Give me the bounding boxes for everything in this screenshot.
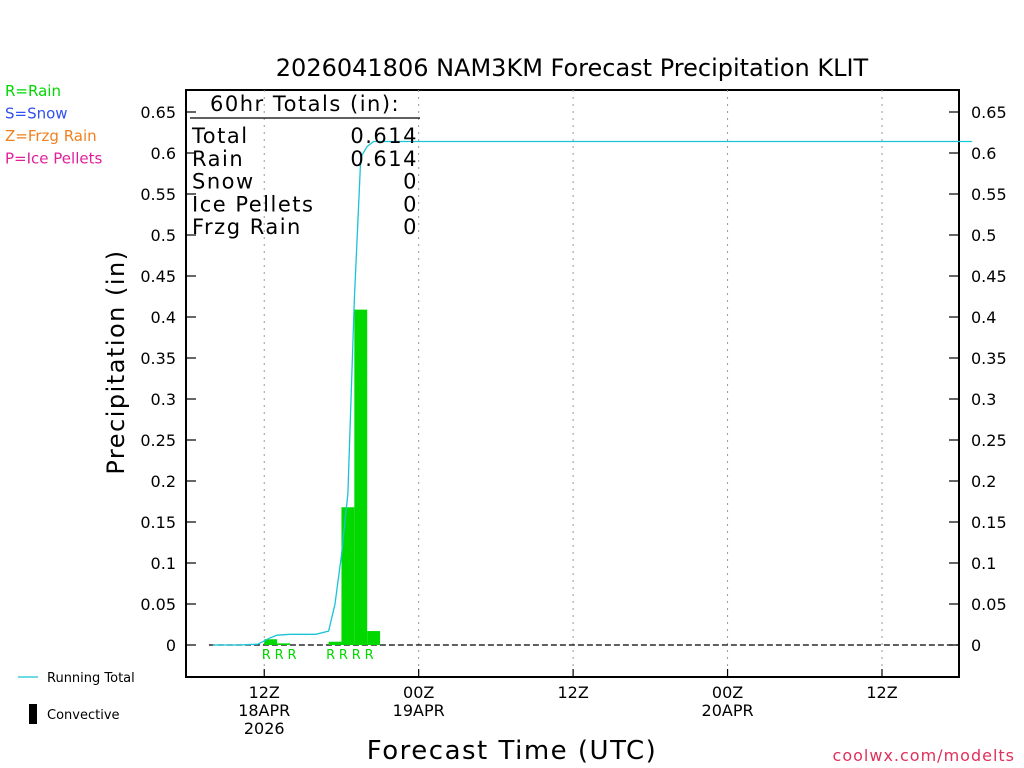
x-tick-label: 12Z [866,683,897,702]
totals-row-value: 0 [403,170,418,194]
y-tick-label: 0.55 [140,185,176,204]
plot-frame [185,89,960,678]
y-tick-label: 0.4 [151,308,176,327]
y-axis-label: Precipitation (in) [102,249,130,474]
totals-box: 60hr Totals (in): Total 0.614 Rain 0.614 Sno… [190,92,420,239]
y-tick-label: 0.4 [971,308,996,327]
ptype-mark: R [339,648,348,663]
y-tick-label: 0.45 [971,267,1007,286]
ptype-mark: R [326,648,335,663]
precip-bar [264,639,278,645]
y-tick-label: 0.15 [971,513,1007,532]
y-tick-label: 0 [971,636,981,655]
totals-row-label: Ice Pellets [192,192,314,216]
y-axis-right: 0 0.05 0.1 0.15 0.2 0.25 0.3 0.35 0.4 0.45 0.5 0.55… [949,103,1007,655]
watermark: coolwx.com/modelts [833,746,1015,765]
running-total-line [212,140,973,646]
totals-row-value: 0.614 [350,124,418,148]
y-tick-label: 0.1 [971,554,996,573]
totals-row-label: Total [191,124,249,148]
legend-entry: P=Ice Pellets [5,150,102,168]
legend-entry: Z=Frzg Rain [5,127,97,145]
convective-swatch [29,704,37,724]
totals-row-label: Snow [192,170,255,194]
precip-bar [277,643,290,645]
totals-row-label: Rain [192,147,244,171]
totals-row-value: 0.614 [350,147,418,171]
y-tick-label: 0.2 [971,472,996,491]
legend-entry: R=Rain [5,82,61,100]
y-tick-label: 0.25 [971,431,1007,450]
x-tick-label: 19APR [393,701,445,720]
y-tick-label: 0.6 [971,144,996,163]
y-tick-label: 0.1 [151,554,176,573]
x-tick-label: 00Z [712,683,743,702]
legend-entry: S=Snow [5,105,68,123]
y-tick-label: 0.65 [971,103,1007,122]
bottom-legend: Running Total Convective [18,671,135,724]
running-total-legend-label: Running Total [47,671,135,686]
chart-title: 2026041806 NAM3KM Forecast Precipitation… [276,54,869,82]
x-tick-label: 00Z [403,683,434,702]
y-tick-label: 0.65 [140,103,176,122]
totals-title: 60hr Totals (in): [210,92,400,116]
precip-bar [354,309,368,645]
y-tick-label: 0.25 [140,431,176,450]
ptype-mark: R [365,648,374,663]
y-tick-label: 0.05 [140,595,176,614]
y-tick-label: 0.15 [140,513,176,532]
x-tick-label: 12Z [557,683,588,702]
y-tick-label: 0.6 [151,144,176,163]
y-axis-left: 0 0.05 0.1 0.15 0.2 0.25 0.3 0.35 0.4 0.45 0.5 0.55… [140,103,196,655]
totals-row-value: 0 [403,192,418,216]
y-tick-label: 0.55 [971,185,1007,204]
y-tick-label: 0 [166,636,176,655]
y-tick-label: 0.35 [971,349,1007,368]
y-tick-label: 0.5 [971,226,996,245]
x-tick-label: 20APR [702,701,754,720]
x-tick-label: 18APR [238,701,290,720]
y-tick-label: 0.2 [151,472,176,491]
precip-bar [341,507,355,645]
x-axis-label: Forecast Time (UTC) [367,736,658,766]
ptype-mark: R [262,648,271,663]
y-tick-label: 0.3 [151,390,176,409]
ptype-mark: R [287,648,296,663]
y-tick-label: 0.5 [151,226,176,245]
y-tick-label: 0.3 [971,390,996,409]
x-tick-label: 12Z [249,683,280,702]
convective-legend-label: Convective [47,708,120,723]
y-tick-label: 0.45 [140,267,176,286]
x-tick-label: 2026 [244,719,285,738]
y-tick-label: 0.05 [971,595,1007,614]
ptype-mark: R [275,648,284,663]
totals-row-label: Frzg Rain [192,215,302,239]
bar-series [264,309,381,645]
y-tick-label: 0.35 [140,349,176,368]
precip-bar [367,631,381,645]
ptype-mark: R [352,648,361,663]
ptype-legend: R=Rain S=Snow Z=Frzg Rain P=Ice Pellets [5,82,102,168]
precip-bar [328,641,342,645]
totals-row-value: 0 [403,215,418,239]
